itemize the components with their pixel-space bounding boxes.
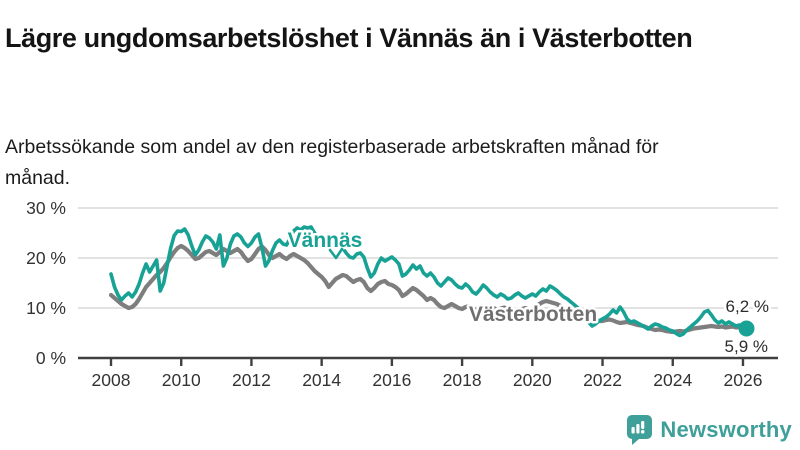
unemployment-line-chart: 0 % 10 % 20 % 30 % 2008 2010 2012 2014 2016 2018 2… [26,198,778,390]
page-title: Lägre ungdomsarbetslöshet i Vännäs än i … [5,23,693,54]
y-tick-label: 10 % [26,298,66,318]
x-tick-label: 2008 [92,370,131,390]
vannas-pointer-chevron-icon [328,247,344,260]
vannas-series-label: Vännäs [288,229,363,252]
line-chart-container: 0 % 10 % 20 % 30 % 2008 2010 2012 2014 2016 2018 2… [0,190,800,400]
end-value-label-vannas: 5,9 % [725,337,768,356]
end-value-label-vasterbotten: 6,2 % [726,297,769,316]
y-tick-label: 30 % [26,198,66,218]
newsworthy-wordmark: Newsworthy [660,416,792,442]
series-line-vannas [109,225,749,338]
x-tick-label: 2012 [232,370,271,390]
x-tick-label: 2016 [372,370,411,390]
x-tick-label: 2026 [724,370,763,390]
x-tick-label: 2010 [162,370,201,390]
vasterbotten-series-label: Västerbotten [469,303,597,326]
x-tick-label: 2018 [443,370,482,390]
chart-subtitle: Arbetssökande som andel av den registerb… [5,135,659,189]
x-tick-label: 2020 [513,370,552,390]
x-tick-label: 2024 [653,370,692,390]
series-line-vasterbotten [108,243,749,335]
x-tick-label: 2022 [583,370,622,390]
y-tick-label: 20 % [26,248,66,268]
bar-chart-speech-bubble-icon [625,414,653,445]
y-tick-label: 0 % [36,348,66,368]
vannas-end-dot [738,320,755,337]
newsworthy-logo[interactable]: Newsworthy [625,414,792,445]
x-tick-label: 2014 [302,370,341,390]
